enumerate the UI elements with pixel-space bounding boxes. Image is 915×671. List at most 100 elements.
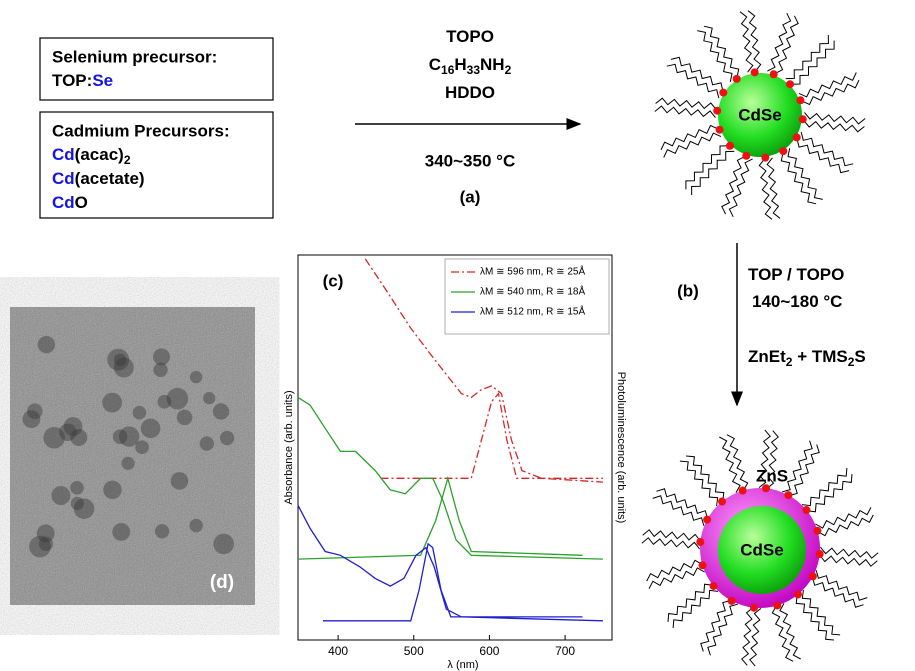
particle bbox=[153, 363, 167, 377]
formula-part: TOP / TOPO bbox=[748, 265, 844, 284]
ligand bbox=[820, 555, 878, 566]
formula-part: NH bbox=[480, 55, 505, 74]
label: Cadmium Precursors: bbox=[52, 121, 230, 140]
ligand bbox=[775, 16, 798, 74]
ligand bbox=[796, 595, 834, 640]
particle bbox=[112, 523, 130, 541]
formula-part: C bbox=[429, 55, 441, 74]
formula-part: 140~180 °C bbox=[752, 292, 842, 311]
cadmium-list: Cd(acac)2Cd(acetate)CdO bbox=[52, 145, 145, 212]
particle bbox=[103, 481, 121, 499]
label: Selenium precursor: bbox=[52, 47, 217, 66]
particle bbox=[167, 388, 189, 410]
cdse-particle: CdSe bbox=[655, 11, 865, 220]
formula-part: TOPO bbox=[446, 27, 494, 46]
ligand bbox=[722, 156, 745, 214]
ligand bbox=[692, 151, 735, 195]
particle bbox=[200, 436, 214, 450]
formula-part: H bbox=[454, 55, 466, 74]
ligand bbox=[816, 570, 867, 600]
formula: TOPO bbox=[446, 27, 494, 46]
ligand bbox=[668, 584, 713, 622]
subscript: 2 bbox=[124, 153, 131, 167]
ligand bbox=[697, 31, 732, 82]
x-axis-label: λ (nm) bbox=[447, 659, 478, 671]
particle bbox=[39, 537, 53, 551]
ligand bbox=[750, 608, 761, 666]
ligand: O bbox=[75, 193, 88, 212]
anchor-dot bbox=[809, 572, 817, 580]
legend-label: λM ≅ 540 nm, R ≅ 18Å bbox=[480, 285, 585, 298]
particle bbox=[51, 486, 70, 505]
figure: Selenium precursor: TOP:Se Cadmium Precu… bbox=[0, 0, 915, 671]
spectrum-line bbox=[323, 544, 583, 621]
ligand bbox=[807, 474, 852, 512]
ligand bbox=[686, 456, 724, 501]
metal: Cd bbox=[52, 169, 75, 188]
particle bbox=[102, 393, 122, 413]
precursor: CdO bbox=[52, 193, 88, 212]
ligand bbox=[727, 435, 748, 491]
x-tick-label: 700 bbox=[555, 644, 575, 658]
particle bbox=[74, 498, 95, 519]
ligand bbox=[653, 496, 704, 526]
ligand bbox=[742, 608, 753, 666]
anchor-dot bbox=[719, 89, 727, 97]
ligand bbox=[671, 57, 723, 91]
particle bbox=[203, 392, 215, 404]
ligand bbox=[649, 568, 705, 589]
ligand bbox=[820, 547, 878, 558]
anchor-dot bbox=[742, 152, 750, 160]
ligand bbox=[661, 126, 718, 150]
anchor-dot bbox=[794, 590, 802, 598]
formula: C16H33NH2 bbox=[429, 55, 512, 77]
formula: 140~180 °C bbox=[752, 292, 842, 311]
ligand bbox=[656, 98, 717, 109]
ligand bbox=[781, 153, 816, 204]
formula: ZnEt2 + TMS2S bbox=[748, 347, 866, 369]
metal: Cd bbox=[52, 193, 75, 212]
metal: Cd bbox=[52, 145, 75, 164]
ligand bbox=[788, 148, 823, 199]
anchor-dot bbox=[793, 133, 801, 141]
step-label: (a) bbox=[460, 187, 481, 206]
legend-label: λM ≅ 596 nm, R ≅ 25Å bbox=[480, 265, 585, 278]
anchor-dot bbox=[762, 484, 770, 492]
ligand bbox=[667, 64, 719, 98]
anchor-dot bbox=[802, 506, 810, 514]
anchor-dot bbox=[796, 96, 804, 104]
step-label: (b) bbox=[677, 281, 699, 300]
anchor-dot bbox=[710, 582, 718, 590]
ligand bbox=[772, 606, 793, 662]
ligand bbox=[805, 112, 866, 124]
anchor-dot bbox=[718, 498, 726, 506]
particle bbox=[153, 348, 170, 365]
core-label: CdSe bbox=[740, 540, 783, 559]
ligand bbox=[818, 515, 874, 536]
x-tick-label: 500 bbox=[404, 644, 424, 658]
ligand: (acetate) bbox=[75, 169, 145, 188]
ligand bbox=[704, 26, 739, 77]
formula: HDDO bbox=[445, 83, 495, 102]
anchor-dot bbox=[713, 107, 721, 115]
formula: TOP / TOPO bbox=[748, 265, 844, 284]
anchor-dot bbox=[699, 561, 707, 569]
precursor: Cd(acac)2 bbox=[52, 145, 131, 167]
anchor-dot bbox=[816, 550, 824, 558]
x-tick-label: 600 bbox=[479, 644, 499, 658]
y2-axis-label: Photoluminescence (arb. units) bbox=[615, 372, 627, 524]
anchor-dot bbox=[784, 491, 792, 499]
particle bbox=[22, 410, 40, 428]
particle bbox=[155, 524, 169, 538]
ligand bbox=[786, 35, 829, 79]
ligand bbox=[686, 146, 729, 190]
y-axis-label: Absorbance (arb. units) bbox=[283, 390, 295, 504]
anchor-dot bbox=[696, 538, 704, 546]
spectrum-line bbox=[298, 478, 583, 559]
anchor-dot bbox=[761, 154, 769, 162]
anchor-dot bbox=[779, 147, 787, 155]
ligand bbox=[791, 41, 834, 85]
step-a: TOPO C16H33NH2 HDDO bbox=[429, 27, 512, 102]
